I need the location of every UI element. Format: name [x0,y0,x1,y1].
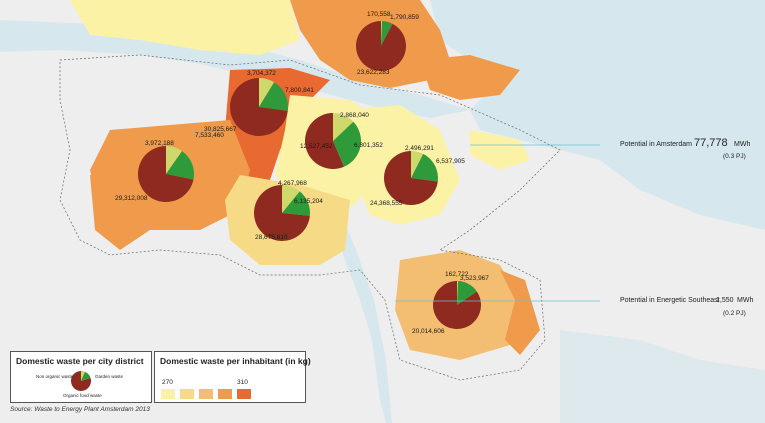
swatch-4 [218,389,232,399]
legend-inhabitant-title: Domestic waste per inhabitant (in kg) [160,356,311,366]
pie-southeast-garden-slice [457,281,459,305]
potential-amsterdam-value: 77,778 [694,137,728,149]
pie-center-non-organic-slice [305,113,345,169]
source-note: Source: Waste to Energy Plant Amsterdam … [10,406,150,413]
potential-southeast-value: 1,550 [716,297,734,304]
pie-east-value-label: 2,496,291 [405,145,434,152]
pie-center-value-label: 2,868,040 [340,112,369,119]
swatch-1 [161,389,175,399]
pie-center-garden-slice [333,113,354,141]
swatch-5 [237,389,251,399]
pie-southeast-value-label: 162,722 [445,271,469,278]
pie-west-center-organic-slice [259,82,288,111]
pie-south-value-label: 4,267,968 [278,180,307,187]
water-ijmeer [430,0,765,230]
pie-south-value-label: 6,135,204 [294,198,323,205]
pie-east-garden-slice [411,151,424,178]
pie-east-value-label: 6,537,905 [436,158,465,165]
potential-southeast-label: Potential in Energetic Southeast [620,297,720,304]
pie-north-top-value-label: 1,790,859 [390,14,419,21]
potential-amsterdam-unit: MWh [734,141,751,148]
pie-south-non-organic-slice [254,185,310,241]
pie-north-top-value-label: 23,622,283 [357,69,390,76]
pie-north-top-organic-slice [381,21,393,46]
pie-west-center-value-label: 30,825,667 [204,126,237,133]
district-eastern-docks [470,130,530,170]
pie-north-top-non-organic-slice [355,21,406,71]
district-southeast-fringe [500,270,540,355]
potential-southeast-pj: (0.2 PJ) [723,310,746,317]
legend-non-organic: Non organic waste [36,374,74,379]
water-ij [0,20,470,118]
pie-west-center-garden-slice [259,78,275,107]
pie-west-center-value-label: 3,704,372 [247,70,276,77]
pie-center-organic-slice [333,121,361,167]
pie-west-non-organic-slice [138,146,194,203]
pie-west-organic-slice [166,151,194,180]
district-north-east [420,55,520,100]
legend-organic: Organic food waste [63,393,102,398]
pie-southeast-value-label: 3,523,967 [460,275,489,282]
pie-southeast-organic-slice [457,281,477,305]
potential-southeast-unit: MWh [737,297,754,304]
pie-west-value-label: 3,972,188 [145,140,174,147]
district-westpoort [70,0,300,55]
pie-west-center-non-organic-slice [229,78,288,136]
legend-district-title: Domestic waste per city district [16,356,144,366]
pie-east-value-label: 24,368,555 [370,200,403,207]
pie-north-top-value-label: 170,558 [367,11,391,18]
pie-east-organic-slice [411,153,438,182]
pie-east-non-organic-slice [384,151,438,206]
legend-inhabitant-min: 270 [162,379,173,386]
potential-amsterdam-pj: (0.3 PJ) [723,153,746,160]
swatch-3 [199,389,213,399]
pie-west-value-label: 7,533,460 [195,132,224,139]
pie-west-center-value-label: 7,800,841 [285,87,314,94]
pie-center-value-label: 6,801,352 [354,142,383,149]
potential-amsterdam-label: Potential in Amsterdam [620,141,692,148]
legend-garden: Garden waste [95,374,124,379]
pie-southeast-non-organic-slice [433,281,482,329]
swatch-2 [180,389,194,399]
water-amstel [330,210,392,423]
pie-south-value-label: 28,675,610 [255,234,288,241]
pie-west-value-label: 29,312,008 [115,195,148,202]
district-nieuw-west [90,175,150,250]
legend-pie-icon [70,370,91,391]
pie-west-garden-slice [166,146,183,174]
pie-north-top-garden-slice [381,21,383,46]
pie-south-organic-slice [282,191,310,216]
water-south [560,330,765,423]
pie-south-garden-slice [282,185,300,213]
pie-southeast-value-label: 20,014,606 [412,328,445,335]
legend-inhabitant-max: 310 [237,379,248,386]
pie-center-value-label: 12,527,452 [300,143,333,150]
